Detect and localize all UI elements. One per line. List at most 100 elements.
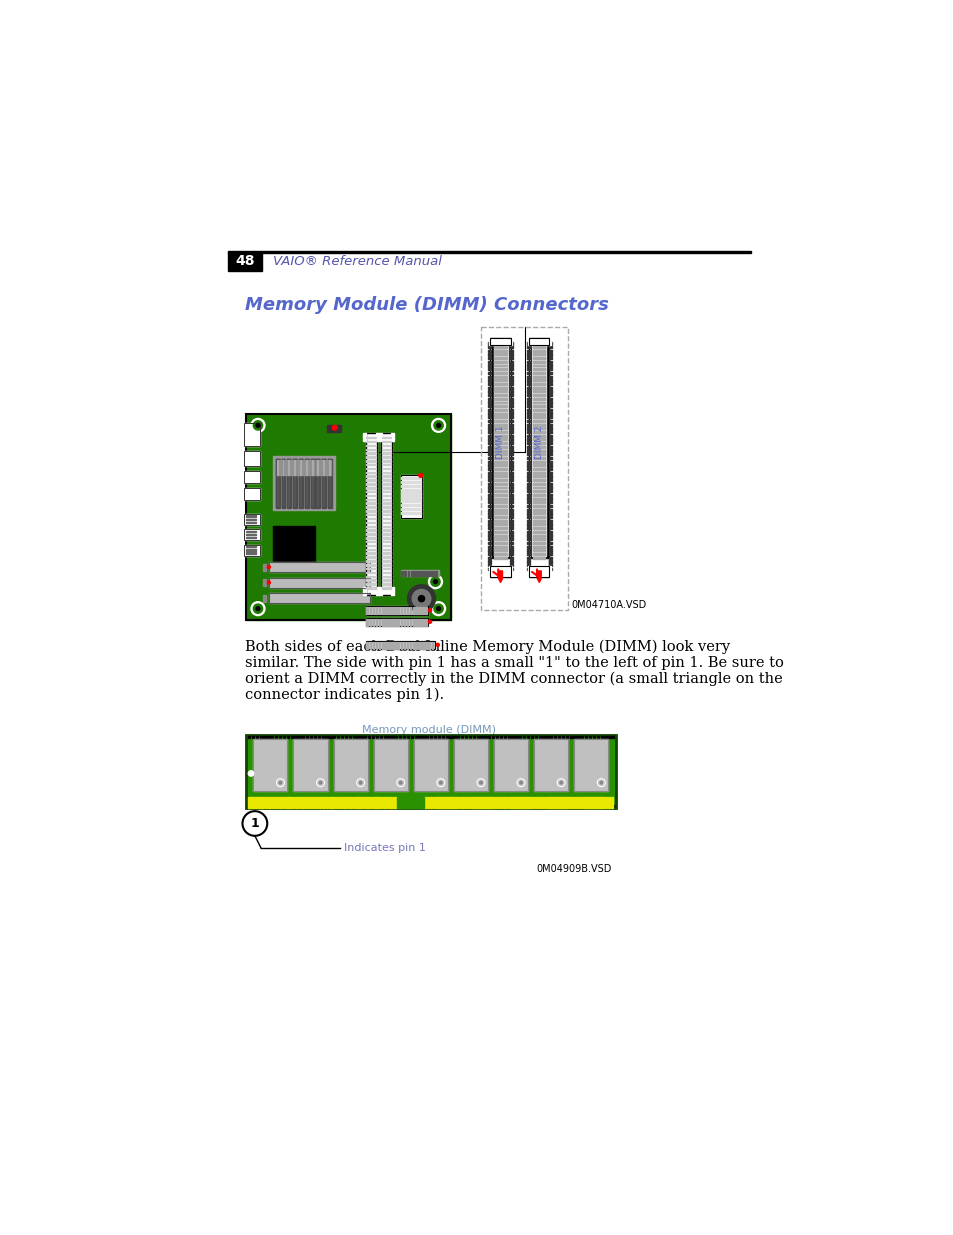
Bar — [333, 736, 335, 739]
Bar — [406, 608, 408, 614]
Bar — [584, 805, 587, 808]
Bar — [366, 441, 375, 442]
Bar — [569, 805, 571, 808]
Bar — [401, 508, 420, 510]
Bar — [494, 387, 506, 389]
Bar — [509, 461, 513, 463]
Bar — [248, 736, 250, 739]
Circle shape — [436, 606, 440, 610]
Bar — [245, 414, 451, 620]
Bar — [401, 511, 420, 514]
Bar — [363, 433, 366, 441]
Bar — [596, 798, 598, 808]
Circle shape — [359, 782, 361, 784]
Bar — [426, 571, 428, 576]
Bar — [530, 736, 533, 739]
Bar — [509, 401, 513, 404]
Bar — [511, 805, 513, 808]
Circle shape — [434, 421, 443, 430]
Bar — [592, 805, 595, 808]
Bar — [488, 379, 491, 382]
Bar — [373, 798, 375, 808]
Bar — [407, 571, 409, 576]
Bar — [381, 499, 391, 500]
Bar — [375, 608, 377, 614]
Bar — [526, 457, 530, 459]
Bar — [584, 798, 586, 808]
Bar — [298, 805, 300, 808]
Bar — [509, 468, 513, 471]
Bar — [588, 736, 591, 739]
Bar — [476, 805, 478, 808]
Bar — [509, 375, 513, 378]
Bar — [334, 739, 367, 792]
Bar — [533, 464, 545, 467]
Bar — [565, 736, 567, 739]
Bar — [526, 538, 530, 541]
Bar — [441, 736, 443, 739]
Bar — [244, 530, 259, 540]
Bar — [526, 468, 530, 471]
Bar — [366, 583, 375, 585]
Bar — [244, 451, 259, 466]
Bar — [294, 798, 297, 808]
Bar — [397, 642, 398, 648]
Bar — [493, 345, 507, 556]
Circle shape — [356, 779, 364, 787]
Text: VAIO® Reference Manual: VAIO® Reference Manual — [273, 254, 441, 268]
Bar — [509, 420, 513, 422]
Bar — [533, 431, 545, 433]
Circle shape — [433, 579, 436, 584]
Bar — [381, 514, 391, 515]
Bar — [267, 805, 270, 808]
Bar — [282, 805, 285, 808]
Bar — [533, 535, 545, 536]
Bar — [509, 538, 513, 541]
Bar — [321, 736, 323, 739]
Bar — [526, 546, 530, 548]
Bar — [526, 542, 530, 545]
Bar — [509, 524, 513, 526]
Bar — [317, 805, 319, 808]
Bar — [488, 342, 491, 345]
Bar — [464, 798, 467, 808]
Bar — [533, 420, 545, 422]
Bar — [401, 571, 403, 576]
Bar — [548, 524, 551, 526]
Bar — [414, 739, 447, 792]
Bar — [400, 475, 422, 517]
Bar — [262, 579, 266, 587]
Bar — [310, 736, 312, 739]
Bar — [526, 420, 530, 422]
Bar — [401, 493, 420, 495]
Bar — [381, 475, 391, 477]
Bar — [509, 390, 513, 393]
Bar — [494, 420, 506, 422]
Bar — [366, 568, 375, 569]
Bar — [372, 805, 374, 808]
Bar — [391, 805, 394, 808]
Bar — [316, 458, 320, 508]
Bar — [494, 409, 506, 411]
Bar — [494, 538, 506, 540]
Bar — [381, 483, 391, 484]
Bar — [522, 798, 525, 808]
Bar — [526, 387, 530, 389]
Bar — [509, 353, 513, 356]
Bar — [381, 441, 391, 442]
Bar — [366, 514, 375, 515]
Bar — [548, 505, 551, 508]
Bar — [269, 593, 369, 603]
Bar — [381, 530, 391, 531]
Bar — [526, 361, 530, 363]
Bar — [526, 483, 530, 485]
Bar — [533, 435, 545, 437]
Bar — [416, 608, 417, 614]
Bar — [488, 416, 491, 419]
Bar — [494, 361, 506, 363]
Bar — [344, 805, 347, 808]
Bar — [509, 364, 513, 367]
Bar — [554, 805, 556, 808]
Bar — [422, 619, 423, 626]
Bar — [494, 401, 506, 404]
